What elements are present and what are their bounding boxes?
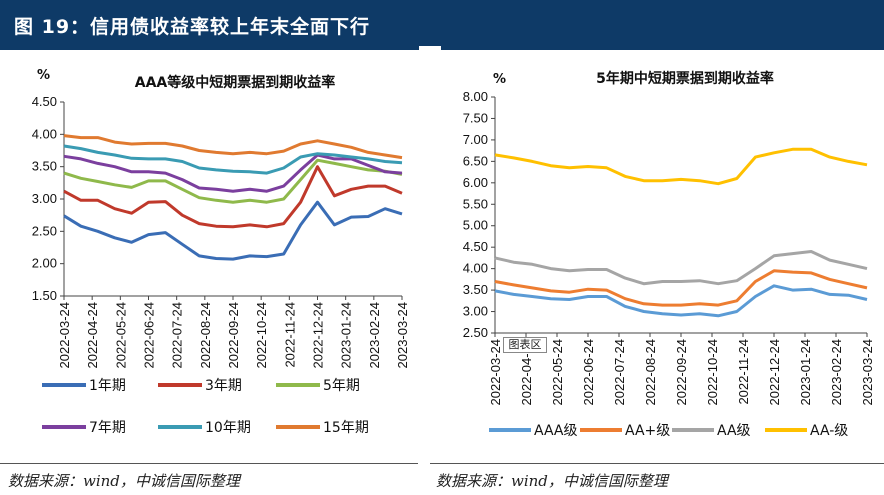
series-line-3年期 bbox=[63, 165, 403, 229]
legend-label: 1年期 bbox=[89, 378, 126, 394]
series-line-AA-级 bbox=[494, 147, 868, 186]
y-tick-label: 5.00 bbox=[463, 218, 488, 233]
y-tick-label: 3.50 bbox=[32, 159, 57, 174]
x-tick-label: 2022-03-24 bbox=[488, 339, 503, 406]
x-tick-label: 2023-01-24 bbox=[798, 339, 813, 406]
y-tick-label: 8.00 bbox=[463, 89, 488, 104]
y-tick-label: 6.00 bbox=[463, 175, 488, 190]
series-line-1年期 bbox=[63, 200, 403, 261]
y-tick-label: 3.50 bbox=[463, 282, 488, 297]
y-tick-label: 3.00 bbox=[32, 191, 57, 206]
y-tick-label: 7.00 bbox=[463, 132, 488, 147]
x-tick-label: 2023-03-24 bbox=[860, 339, 875, 406]
x-tick-label: 2022-06-24 bbox=[581, 339, 596, 406]
x-tick-label: 2022-05-24 bbox=[113, 302, 128, 369]
y-tick-label: 2.00 bbox=[32, 256, 57, 271]
chart-area-callout: 图表区 bbox=[503, 337, 547, 353]
banner-divider bbox=[419, 46, 441, 50]
legend-label: AA级 bbox=[717, 423, 751, 439]
series-line-15年期 bbox=[63, 134, 403, 160]
series-line-AA级 bbox=[494, 250, 868, 286]
title-banner: 图 19：信用债收益率较上年末全面下行 bbox=[0, 0, 884, 50]
y-tick-label: 4.00 bbox=[463, 261, 488, 276]
right-source-rule bbox=[430, 463, 884, 464]
series-line-7年期 bbox=[63, 153, 403, 193]
series-line-AA+级 bbox=[494, 269, 868, 307]
legend-label: 5年期 bbox=[323, 378, 360, 394]
right-y-unit: % bbox=[493, 72, 507, 87]
right-chart-title: 5年期中短期票据到期收益率 bbox=[596, 71, 774, 87]
legend-label: 15年期 bbox=[323, 420, 369, 436]
y-tick-label: 7.50 bbox=[463, 110, 488, 125]
y-tick-label: 5.50 bbox=[463, 196, 488, 211]
legend-label: AAA级 bbox=[534, 423, 578, 439]
y-tick-label: 4.50 bbox=[463, 239, 488, 254]
x-tick-label: 2022-11-24 bbox=[282, 302, 297, 368]
x-tick-label: 2022-12-24 bbox=[767, 339, 782, 406]
left-chart-title: AAA等级中短期票据到期收益率 bbox=[134, 75, 336, 91]
legend-label: AA-级 bbox=[810, 423, 848, 439]
left-source-rule bbox=[0, 463, 418, 464]
y-tick-label: 1.50 bbox=[32, 288, 57, 303]
x-tick-label: 2023-02-24 bbox=[367, 302, 382, 369]
page-title: 图 19：信用债收益率较上年末全面下行 bbox=[14, 16, 371, 38]
legend-label: 3年期 bbox=[205, 378, 242, 394]
y-tick-label: 6.50 bbox=[463, 153, 488, 168]
y-tick-label: 2.50 bbox=[463, 325, 488, 340]
y-tick-label: 2.50 bbox=[32, 223, 57, 238]
y-tick-label: 4.00 bbox=[32, 126, 57, 141]
x-tick-label: 2022-12-24 bbox=[311, 302, 326, 369]
x-tick-label: 2022-10-24 bbox=[705, 339, 720, 406]
series-line-10年期 bbox=[63, 144, 403, 175]
x-tick-label: 2022-03-24 bbox=[57, 302, 72, 369]
x-tick-label: 2022-09-24 bbox=[674, 339, 689, 406]
x-tick-label: 2022-07-24 bbox=[612, 339, 627, 406]
x-tick-label: 2022-07-24 bbox=[170, 302, 185, 369]
x-tick-label: 2022-10-24 bbox=[254, 302, 269, 369]
x-tick-label: 2022-09-24 bbox=[226, 302, 241, 369]
legend-label: 10年期 bbox=[205, 420, 251, 436]
right-chart: 2.50 3.00 3.50 4.00 4.50 5.00 5.50 6.00 6.50 7.00… bbox=[463, 89, 875, 439]
x-tick-label: 2022-05-24 bbox=[550, 339, 565, 406]
x-tick-label: 2023-01-24 bbox=[339, 302, 354, 369]
y-tick-label: 4.50 bbox=[32, 94, 57, 109]
legend-label: AA+级 bbox=[625, 423, 670, 439]
legend-label: 7年期 bbox=[89, 420, 126, 436]
left-y-unit: % bbox=[37, 68, 51, 83]
x-tick-label: 2023-02-24 bbox=[829, 339, 844, 406]
x-tick-label: 2022-04-24 bbox=[85, 302, 100, 369]
right-source-note: 数据来源：wind，中诚信国际整理 bbox=[436, 472, 668, 490]
x-tick-label: 2023-03-24 bbox=[395, 302, 410, 369]
x-tick-label: 2022-06-24 bbox=[142, 302, 157, 369]
y-tick-label: 3.00 bbox=[463, 304, 488, 319]
x-tick-label: 2022-11-24 bbox=[736, 339, 751, 405]
x-tick-label: 2022-08-24 bbox=[643, 339, 658, 406]
series-line-5年期 bbox=[63, 158, 403, 204]
x-tick-label: 2022-08-24 bbox=[198, 302, 213, 369]
x-tick-label: 2022-04-24 bbox=[519, 339, 534, 406]
left-chart: 1.50 2.00 2.50 3.00 3.50 4.00 4.50 2022-03-24 20… bbox=[32, 94, 410, 436]
left-source-note: 数据来源：wind，中诚信国际整理 bbox=[8, 472, 240, 490]
series-line-AAA级 bbox=[494, 284, 868, 318]
